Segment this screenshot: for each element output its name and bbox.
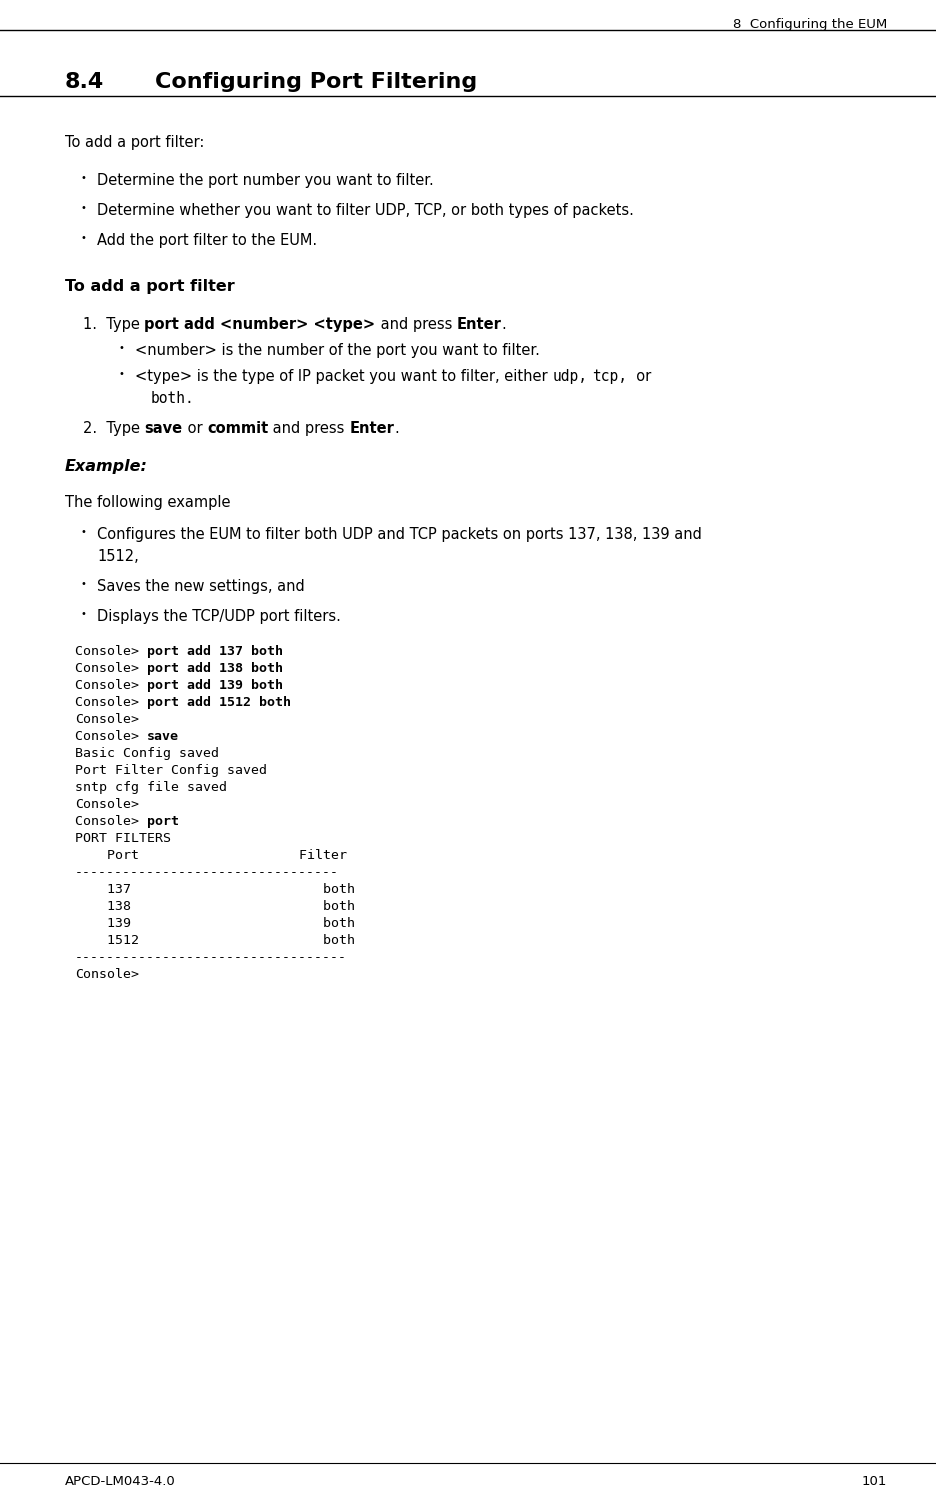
Text: 1.  Type: 1. Type <box>83 317 144 331</box>
Text: 101: 101 <box>861 1475 886 1489</box>
Text: Port Filter Config saved: Port Filter Config saved <box>75 764 267 776</box>
Text: Console>: Console> <box>75 730 147 744</box>
Text: Add the port filter to the EUM.: Add the port filter to the EUM. <box>97 233 316 248</box>
Text: •: • <box>118 369 124 379</box>
Text: •: • <box>118 343 124 352</box>
Text: •: • <box>80 233 86 243</box>
Text: tcp,: tcp, <box>592 369 626 384</box>
Text: Configures the EUM to filter both UDP and TCP packets on ports 137, 138, 139 and: Configures the EUM to filter both UDP an… <box>97 527 701 542</box>
Text: 139                        both: 139 both <box>75 917 355 930</box>
Text: 8.4: 8.4 <box>65 72 104 93</box>
Text: Determine the port number you want to filter.: Determine the port number you want to fi… <box>97 173 433 188</box>
Text: save: save <box>147 730 179 744</box>
Text: Configuring Port Filtering: Configuring Port Filtering <box>154 72 476 93</box>
Text: Console>: Console> <box>75 714 139 726</box>
Text: Determine whether you want to filter UDP, TCP, or both types of packets.: Determine whether you want to filter UDP… <box>97 203 633 218</box>
Text: Console>: Console> <box>75 679 147 691</box>
Text: save: save <box>144 421 183 436</box>
Text: ---------------------------------: --------------------------------- <box>75 866 339 879</box>
Text: APCD-LM043-4.0: APCD-LM043-4.0 <box>65 1475 176 1489</box>
Text: Console>: Console> <box>75 696 147 709</box>
Text: 2.  Type: 2. Type <box>83 421 144 436</box>
Text: <number> is the number of the port you want to filter.: <number> is the number of the port you w… <box>135 343 539 358</box>
Text: both.: both. <box>151 391 195 406</box>
Text: commit: commit <box>207 421 268 436</box>
Text: <type> is the type of IP packet you want to filter, either: <type> is the type of IP packet you want… <box>135 369 551 384</box>
Text: Enter: Enter <box>456 317 501 331</box>
Text: Basic Config saved: Basic Config saved <box>75 746 219 760</box>
Text: Saves the new settings, and: Saves the new settings, and <box>97 579 304 594</box>
Text: or: or <box>626 369 651 384</box>
Text: 1512,: 1512, <box>97 549 139 564</box>
Text: To add a port filter:: To add a port filter: <box>65 134 204 149</box>
Text: To add a port filter: To add a port filter <box>65 279 235 294</box>
Text: •: • <box>80 609 86 620</box>
Text: Console>: Console> <box>75 797 139 811</box>
Text: port: port <box>147 815 179 829</box>
Text: 138                        both: 138 both <box>75 900 355 914</box>
Text: Enter: Enter <box>349 421 394 436</box>
Text: The following example: The following example <box>65 496 230 511</box>
Text: port add 1512 both: port add 1512 both <box>147 696 291 709</box>
Text: 1512                       both: 1512 both <box>75 935 355 947</box>
Text: .: . <box>501 317 505 331</box>
Text: 137                        both: 137 both <box>75 882 355 896</box>
Text: Console>: Console> <box>75 661 147 675</box>
Text: Console>: Console> <box>75 815 147 829</box>
Text: sntp cfg file saved: sntp cfg file saved <box>75 781 227 794</box>
Text: port add 138 both: port add 138 both <box>147 661 283 675</box>
Text: •: • <box>80 527 86 537</box>
Text: port add 137 both: port add 137 both <box>147 645 283 658</box>
Text: udp,: udp, <box>551 369 587 384</box>
Text: PORT FILTERS: PORT FILTERS <box>75 832 170 845</box>
Text: •: • <box>80 203 86 213</box>
Text: 8  Configuring the EUM: 8 Configuring the EUM <box>732 18 886 31</box>
Text: port add 139 both: port add 139 both <box>147 679 283 691</box>
Text: .: . <box>394 421 399 436</box>
Text: and press: and press <box>375 317 456 331</box>
Text: Port                    Filter: Port Filter <box>75 850 346 861</box>
Text: ----------------------------------: ---------------------------------- <box>75 951 346 964</box>
Text: Displays the TCP/UDP port filters.: Displays the TCP/UDP port filters. <box>97 609 341 624</box>
Text: Console>: Console> <box>75 967 139 981</box>
Text: or: or <box>183 421 207 436</box>
Text: Console>: Console> <box>75 645 147 658</box>
Text: port add <number> <type>: port add <number> <type> <box>144 317 375 331</box>
Text: •: • <box>80 579 86 590</box>
Text: •: • <box>80 173 86 184</box>
Text: Example:: Example: <box>65 458 148 473</box>
Text: and press: and press <box>268 421 349 436</box>
